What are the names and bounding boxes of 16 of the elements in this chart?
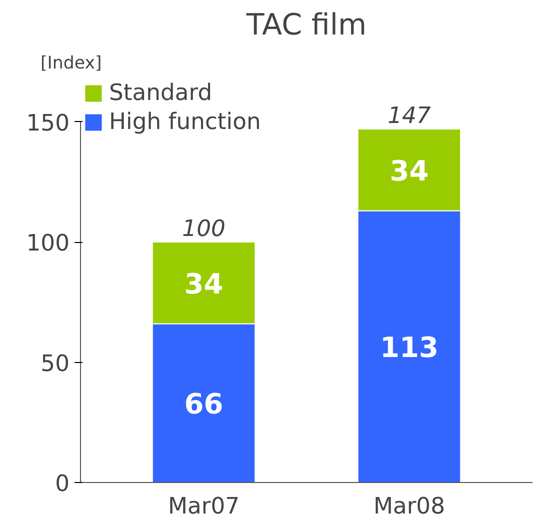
y-axis-title: [Index] <box>40 54 102 74</box>
data-label: 34 <box>184 267 224 300</box>
legend-label: Standard <box>109 80 212 106</box>
total-label: 147 <box>388 103 432 129</box>
y-tick-label: 100 <box>26 230 70 257</box>
data-label: 34 <box>390 154 429 188</box>
total-label: 100 <box>182 216 226 242</box>
x-tick-label: Mar07 <box>168 494 240 520</box>
y-tick-label: 50 <box>40 350 70 377</box>
legend-label: High function <box>109 109 261 135</box>
chart-title: TAC film <box>245 8 367 42</box>
data-label: 113 <box>380 331 438 364</box>
y-tick-label: 150 <box>26 110 70 136</box>
data-label: 66 <box>184 388 224 421</box>
y-tick-label: 0 <box>55 471 70 497</box>
x-tick-label: Mar08 <box>373 494 446 520</box>
